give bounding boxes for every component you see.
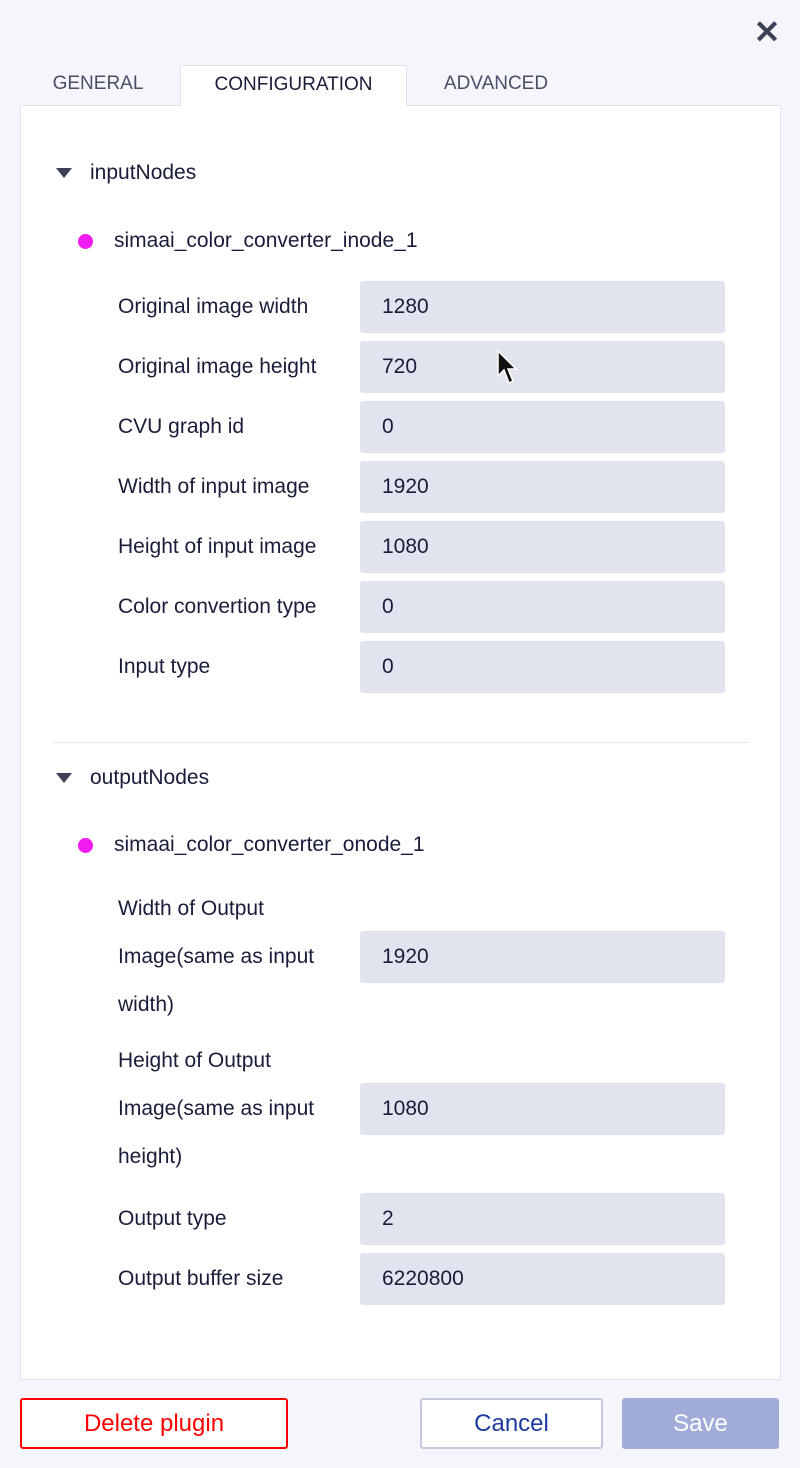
output-nodes-toggle[interactable]: outputNodes bbox=[21, 763, 780, 793]
caret-down-icon bbox=[56, 773, 72, 783]
tab-advanced[interactable]: ADVANCED bbox=[443, 73, 549, 94]
field-label: CVU graph id bbox=[118, 415, 245, 438]
field-input[interactable] bbox=[360, 341, 725, 393]
section-title: inputNodes bbox=[90, 161, 197, 184]
field-row: Original image height bbox=[21, 337, 780, 397]
input-nodes-toggle[interactable]: inputNodes bbox=[21, 158, 780, 188]
node-item: simaai_color_converter_inode_1 bbox=[21, 226, 780, 256]
field-label: Height of input image bbox=[118, 535, 317, 558]
field-row: Width of Output Image(same as input widt… bbox=[21, 885, 780, 1029]
field-label: Width of input image bbox=[118, 475, 310, 498]
field-label: Width of Output Image(same as input widt… bbox=[118, 897, 315, 1016]
field-input[interactable] bbox=[360, 641, 725, 693]
field-input[interactable] bbox=[360, 1253, 725, 1305]
cancel-button[interactable]: Cancel bbox=[420, 1398, 603, 1449]
field-row: Height of Output Image(same as input hei… bbox=[21, 1037, 780, 1181]
field-input[interactable] bbox=[360, 521, 725, 573]
dot-icon bbox=[78, 837, 93, 853]
tab-configuration[interactable]: CONFIGURATION bbox=[180, 65, 407, 106]
field-input[interactable] bbox=[360, 1083, 725, 1135]
field-input[interactable] bbox=[360, 581, 725, 633]
close-icon[interactable]: ✕ bbox=[753, 14, 781, 50]
field-row: Input type bbox=[21, 637, 780, 697]
field-label: Original image height bbox=[118, 355, 317, 378]
field-input[interactable] bbox=[360, 931, 725, 983]
node-item: simaai_color_converter_onode_1 bbox=[21, 830, 780, 860]
field-input[interactable] bbox=[360, 461, 725, 513]
caret-down-icon bbox=[56, 168, 72, 178]
field-row: Height of input image bbox=[21, 517, 780, 577]
field-label: Color convertion type bbox=[118, 595, 317, 618]
field-input[interactable] bbox=[360, 281, 725, 333]
field-label: Input type bbox=[118, 655, 211, 678]
node-name: simaai_color_converter_inode_1 bbox=[114, 229, 418, 252]
field-row: Original image width bbox=[21, 277, 780, 337]
field-row: Color convertion type bbox=[21, 577, 780, 637]
field-label: Original image width bbox=[118, 295, 309, 318]
section-title: outputNodes bbox=[90, 766, 210, 789]
field-label: Output type bbox=[118, 1207, 227, 1230]
field-input[interactable] bbox=[360, 1193, 725, 1245]
field-row: Output type bbox=[21, 1189, 780, 1249]
save-button[interactable]: Save bbox=[622, 1398, 779, 1449]
divider bbox=[53, 742, 748, 743]
field-label: Height of Output Image(same as input hei… bbox=[118, 1049, 315, 1168]
node-name: simaai_color_converter_onode_1 bbox=[114, 833, 425, 856]
field-input[interactable] bbox=[360, 401, 725, 453]
configuration-panel: inputNodes simaai_color_converter_inode_… bbox=[20, 105, 781, 1380]
dot-icon bbox=[78, 233, 93, 249]
delete-plugin-button[interactable]: Delete plugin bbox=[20, 1398, 288, 1449]
mouse-cursor-icon bbox=[497, 350, 518, 385]
field-row: Output buffer size bbox=[21, 1249, 780, 1309]
field-row: CVU graph id bbox=[21, 397, 780, 457]
field-label: Output buffer size bbox=[118, 1267, 284, 1290]
tab-general[interactable]: GENERAL bbox=[52, 73, 144, 94]
field-row: Width of input image bbox=[21, 457, 780, 517]
